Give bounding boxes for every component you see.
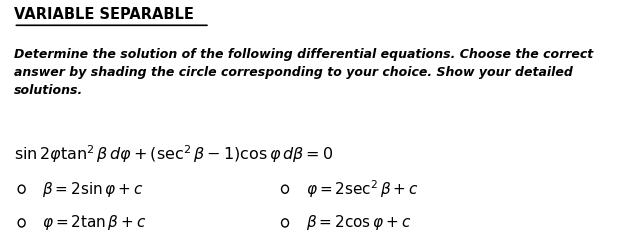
Text: $\beta = 2 \cos \varphi + c$: $\beta = 2 \cos \varphi + c$ xyxy=(306,214,411,232)
Text: $\sin 2\varphi \tan^2 \beta\, d\varphi + (\sec^2 \beta - 1) \cos \varphi\, d\bet: $\sin 2\varphi \tan^2 \beta\, d\varphi +… xyxy=(13,143,333,165)
Text: VARIABLE SEPARABLE: VARIABLE SEPARABLE xyxy=(13,7,193,22)
Text: $\varphi = 2 \sec^2 \beta + c$: $\varphi = 2 \sec^2 \beta + c$ xyxy=(306,178,419,200)
Text: $\beta = 2 \sin \varphi + c$: $\beta = 2 \sin \varphi + c$ xyxy=(42,180,144,199)
Text: $\varphi = 2 \tan \beta + c$: $\varphi = 2 \tan \beta + c$ xyxy=(42,214,147,232)
Text: Determine the solution of the following differential equations. Choose the corre: Determine the solution of the following … xyxy=(13,48,593,97)
